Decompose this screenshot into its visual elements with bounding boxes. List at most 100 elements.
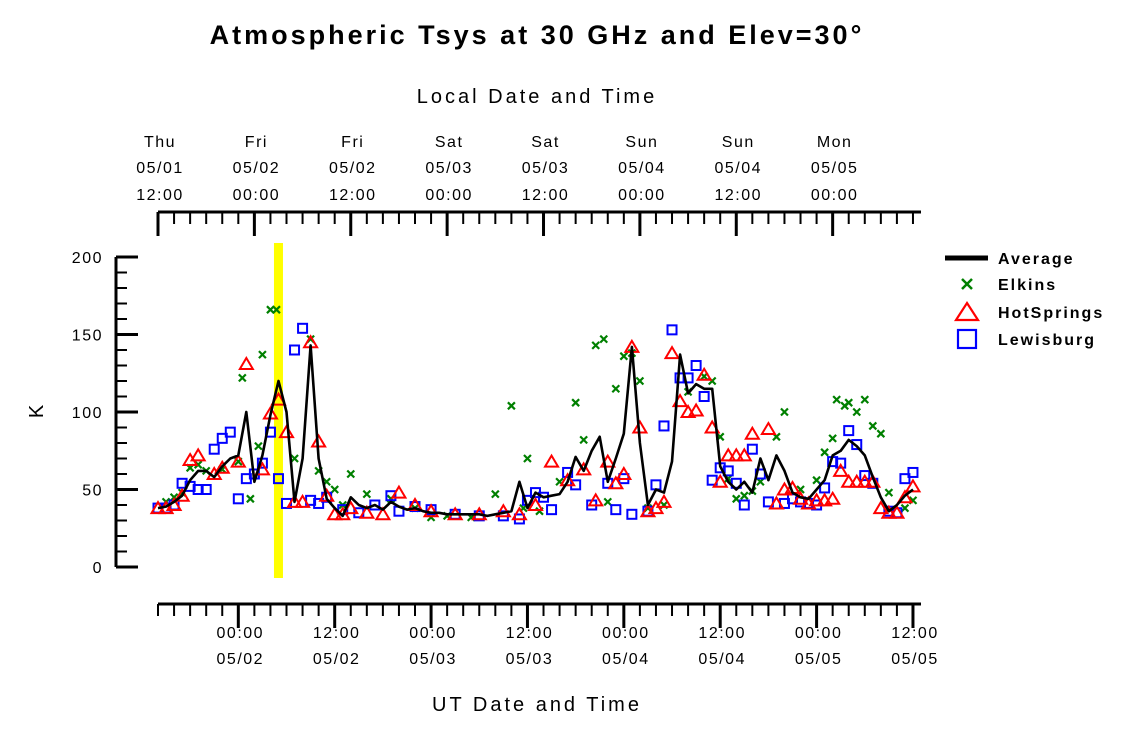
elkins-point — [635, 376, 645, 386]
lewisburg-point — [851, 439, 863, 451]
hotsprings-point — [511, 506, 528, 521]
elkins-point — [346, 469, 356, 479]
hotsprings-point — [880, 504, 898, 519]
lewisburg-point — [843, 425, 855, 437]
top-tick-label-date: 05/02 — [233, 160, 281, 177]
hotsprings-point — [326, 506, 343, 521]
bottom-tick-label-time: 00:00 — [217, 625, 265, 642]
legend: Average Elkins HotSprings Lewisburg — [945, 251, 1104, 350]
lewisburg-point — [546, 504, 558, 516]
top-tick-label-day: Mon — [817, 134, 853, 151]
hotsprings-point — [728, 447, 745, 462]
bottom-tick-label-date: 05/04 — [698, 651, 746, 668]
lewisburg-point — [289, 344, 301, 356]
lewisburg-point — [232, 493, 244, 505]
bottom-tick-label-time: 12:00 — [313, 625, 361, 642]
elkins-point — [258, 350, 267, 359]
lewisburg-point — [626, 508, 638, 520]
elkins-point — [272, 305, 281, 314]
lewisburg-point — [666, 324, 678, 336]
hotsprings-point — [695, 366, 713, 381]
hotsprings-point — [189, 447, 207, 462]
elkins-point — [868, 421, 878, 431]
elkins-point — [828, 434, 837, 443]
axes — [114, 210, 921, 606]
hotsprings-point — [230, 453, 247, 468]
top-tick-label-day: Thu — [144, 134, 176, 151]
hotsprings-point — [864, 473, 882, 488]
hotsprings-point — [888, 504, 906, 519]
hotsprings-point — [422, 503, 440, 518]
elkins-point — [780, 407, 789, 417]
top-tick-label-date: 05/04 — [715, 160, 763, 177]
top-tick-label-time: 12:00 — [715, 187, 763, 204]
chart-title: Atmospheric Tsys at 30 GHz and Elev=30° — [210, 20, 865, 50]
hotsprings-point — [824, 490, 841, 505]
bottom-tick-label-date: 05/03 — [409, 651, 457, 668]
legend-swatch-hotsprings — [953, 300, 981, 322]
top-tick-label-time: 00:00 — [618, 187, 666, 204]
elkins-point — [619, 351, 629, 361]
bottom-tick-label-time: 12:00 — [891, 625, 939, 642]
hotsprings-point — [840, 473, 857, 488]
hotsprings-point — [896, 489, 914, 504]
elkins-point — [611, 384, 621, 394]
elkins-point — [523, 454, 532, 463]
hotsprings-point — [527, 497, 544, 511]
lewisburg-point — [690, 360, 702, 371]
elkins-point — [900, 503, 910, 513]
hotsprings-point — [238, 355, 255, 370]
y-tick-label: 0 — [93, 560, 103, 577]
bottom-tick-label-time: 00:00 — [602, 625, 650, 642]
bottom-tick-label-date: 05/04 — [602, 651, 650, 668]
top-tick-label-day: Sun — [722, 134, 755, 151]
lewisburg-point — [297, 322, 309, 334]
lewisburg-point — [899, 473, 911, 485]
elkins-point — [740, 491, 749, 500]
elkins-point — [362, 489, 372, 499]
elkins-point — [884, 488, 894, 497]
top-tick-label-time: 12:00 — [329, 187, 377, 204]
lewisburg-point — [835, 457, 847, 469]
elkins-point — [246, 494, 255, 504]
hotsprings-point — [173, 487, 191, 502]
lewisburg-point — [658, 420, 670, 432]
hotsprings-point — [358, 504, 376, 519]
elkins-point — [238, 373, 247, 383]
hotsprings-point — [559, 472, 576, 487]
top-tick-label-day: Sun — [625, 134, 658, 151]
legend-label-hotsprings: HotSprings — [998, 305, 1104, 322]
hotsprings-point — [687, 402, 705, 417]
lewisburg-point — [562, 466, 574, 478]
hotsprings-point — [286, 493, 303, 508]
bottom-tick-label-time: 00:00 — [795, 625, 843, 642]
elkins-point — [254, 441, 263, 451]
elkins-point — [731, 494, 741, 504]
elkins-point — [491, 489, 500, 499]
elkins-point — [591, 341, 600, 350]
lewisburg-point — [208, 443, 220, 455]
elkins-point — [507, 401, 516, 411]
lewisburg-point — [650, 479, 662, 491]
x-axis-title: UT Date and Time — [432, 694, 642, 716]
elkins-point — [844, 398, 853, 407]
elkins-point — [603, 497, 613, 507]
top-tick-label-day: Fri — [245, 134, 268, 151]
legend-label-lewisburg: Lewisburg — [998, 332, 1096, 349]
hotsprings-point — [495, 503, 512, 518]
bottom-tick-label-date: 05/05 — [795, 651, 843, 668]
hotsprings-point — [768, 495, 785, 510]
lewisburg-point — [369, 499, 381, 511]
highlight-band — [273, 243, 283, 578]
top-tick-label-date: 05/03 — [522, 160, 570, 177]
hotsprings-point — [390, 484, 408, 499]
y-tick-label: 50 — [82, 483, 103, 500]
lewisburg-point — [859, 470, 871, 482]
lewisburg-point — [313, 497, 325, 509]
y-tick-label: 150 — [72, 328, 103, 345]
lewisburg-point — [272, 473, 284, 485]
legend-swatch-lewisburg — [956, 328, 978, 350]
top-tick-label-day: Sat — [435, 134, 464, 151]
